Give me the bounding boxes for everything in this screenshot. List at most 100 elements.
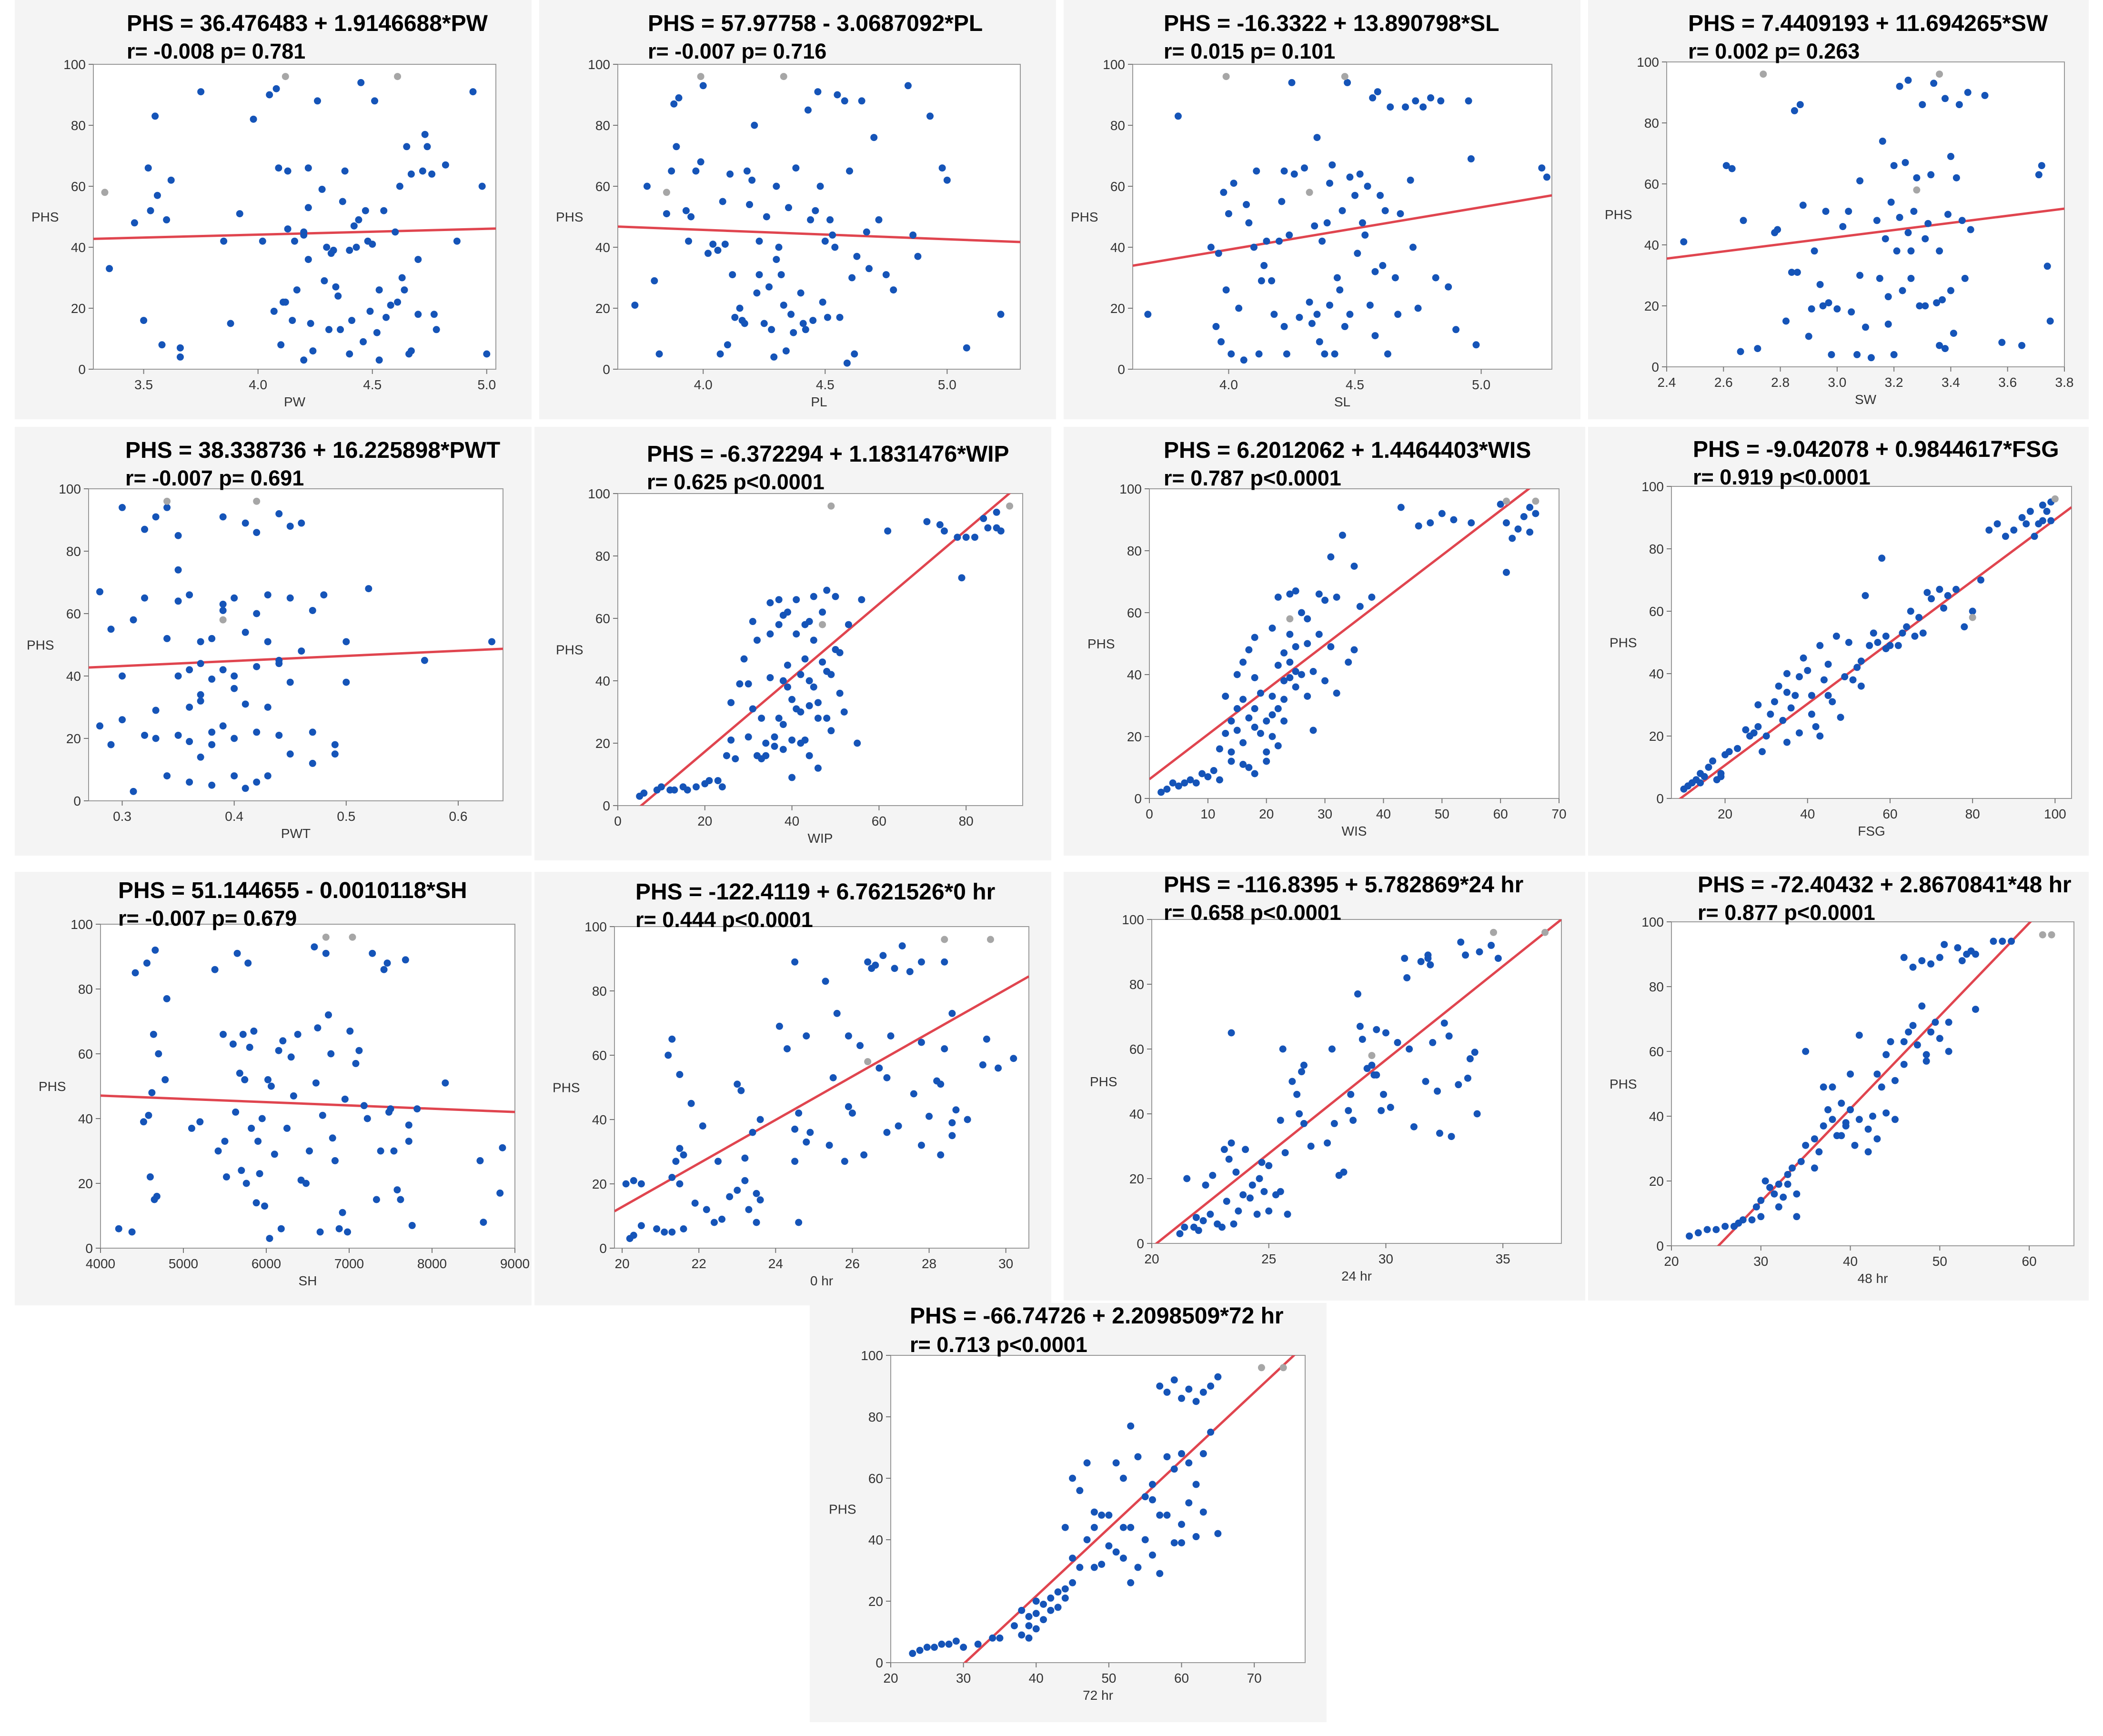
data-point <box>1422 1078 1429 1085</box>
regression-line <box>1155 919 1561 1243</box>
data-point <box>703 1206 710 1213</box>
data-point <box>1412 97 1419 105</box>
data-point <box>1774 226 1781 233</box>
data-point <box>936 521 944 528</box>
scatter-plot: 0 20 40 60 80 100 0 20 40 60 80 WIP PHS <box>534 427 1051 860</box>
scatter-plot: 0 20 40 60 80 100 0 10 20 30 40 50 60 70 WIS PHS <box>1064 427 1585 856</box>
data-point <box>231 672 238 680</box>
data-point <box>923 1644 931 1651</box>
data-point <box>1884 293 1892 301</box>
data-point <box>253 529 261 536</box>
data-point <box>312 1079 320 1087</box>
data-point <box>801 655 809 663</box>
data-point <box>797 708 805 716</box>
data-point <box>795 1110 803 1117</box>
data-point <box>1216 776 1223 784</box>
data-point <box>1283 350 1290 358</box>
data-point <box>1333 274 1341 282</box>
data-point <box>1371 268 1379 275</box>
data-point <box>360 338 367 345</box>
chart-title: PHS = 6.2012062 + 1.4464403*WIS <box>1164 438 1531 463</box>
data-point <box>840 708 848 716</box>
x-axis-label: PWT <box>281 826 311 841</box>
data-point <box>1119 1474 1127 1482</box>
data-point <box>775 1022 783 1030</box>
data-point <box>1280 167 1288 175</box>
chart-subtitle: r= 0.713 p<0.0001 <box>910 1332 1087 1357</box>
data-point <box>1098 1561 1106 1568</box>
data-point <box>1225 1155 1233 1163</box>
data-point <box>762 752 770 759</box>
data-point <box>331 741 339 748</box>
data-point <box>1856 177 1864 185</box>
data-point <box>1869 1112 1876 1120</box>
data-point <box>671 786 678 794</box>
excluded-point <box>663 189 670 196</box>
data-point <box>2043 507 2051 515</box>
y-tick-label: 40 <box>1649 666 1664 681</box>
x-tick-label: 5.0 <box>938 377 956 392</box>
data-point <box>1947 287 1954 294</box>
data-point <box>823 586 831 594</box>
data-point <box>791 1125 799 1133</box>
data-point <box>186 738 193 746</box>
data-point <box>1853 664 1861 671</box>
data-point <box>680 1151 687 1159</box>
data-point <box>1239 658 1247 666</box>
data-point <box>197 660 204 667</box>
x-tick-label: 5.0 <box>1472 377 1490 392</box>
data-point <box>1907 607 1914 615</box>
data-point <box>917 1141 925 1149</box>
data-point <box>357 79 365 86</box>
data-point <box>926 112 934 120</box>
data-point <box>380 966 388 973</box>
data-point <box>222 1173 230 1181</box>
data-point <box>1321 596 1329 604</box>
data-point <box>672 1158 680 1165</box>
data-point <box>208 741 216 748</box>
data-point <box>396 182 403 190</box>
data-point <box>1181 779 1188 787</box>
excluded-point <box>253 497 261 505</box>
x-tick-label: 30 <box>1379 1252 1393 1266</box>
data-point <box>480 1219 487 1226</box>
data-point <box>309 606 316 614</box>
y-tick-label: 40 <box>592 1112 607 1127</box>
x-tick-label: 4000 <box>86 1256 115 1271</box>
data-point <box>917 1039 925 1046</box>
data-point <box>882 271 890 279</box>
data-point <box>1288 79 1296 86</box>
y-tick-label: 40 <box>595 240 610 255</box>
data-point <box>1300 1061 1308 1069</box>
data-point <box>365 585 372 593</box>
x-tick-label: 3.0 <box>1828 375 1846 390</box>
data-point <box>960 1644 967 1651</box>
data-point <box>1061 1524 1069 1531</box>
data-point <box>1274 742 1282 749</box>
data-point <box>1333 689 1340 697</box>
data-point <box>1833 305 1841 313</box>
data-point <box>286 678 294 686</box>
data-point <box>1766 1184 1774 1191</box>
data-point <box>710 1219 718 1226</box>
data-point <box>1900 1038 1908 1046</box>
data-point <box>797 289 805 297</box>
y-tick-label: 100 <box>59 482 81 496</box>
data-point <box>174 597 182 605</box>
data-point <box>252 1199 260 1207</box>
data-point <box>788 736 796 744</box>
data-point <box>1936 342 1943 349</box>
data-point <box>151 112 159 120</box>
data-point <box>1922 1051 1930 1059</box>
chart-subtitle: r= -0.008 p= 0.781 <box>127 39 306 63</box>
data-point <box>1240 356 1248 364</box>
plot-frame <box>890 1355 1306 1663</box>
scatter-plot: 0 20 40 60 80 100 4.0 4.5 5.0 SL PHS <box>1064 0 1580 419</box>
data-point <box>1263 717 1270 725</box>
data-point <box>286 594 294 602</box>
data-point <box>1258 277 1265 284</box>
data-point <box>734 1187 741 1194</box>
data-point <box>186 704 193 711</box>
data-point <box>1936 1035 1943 1042</box>
data-point <box>1783 738 1791 746</box>
